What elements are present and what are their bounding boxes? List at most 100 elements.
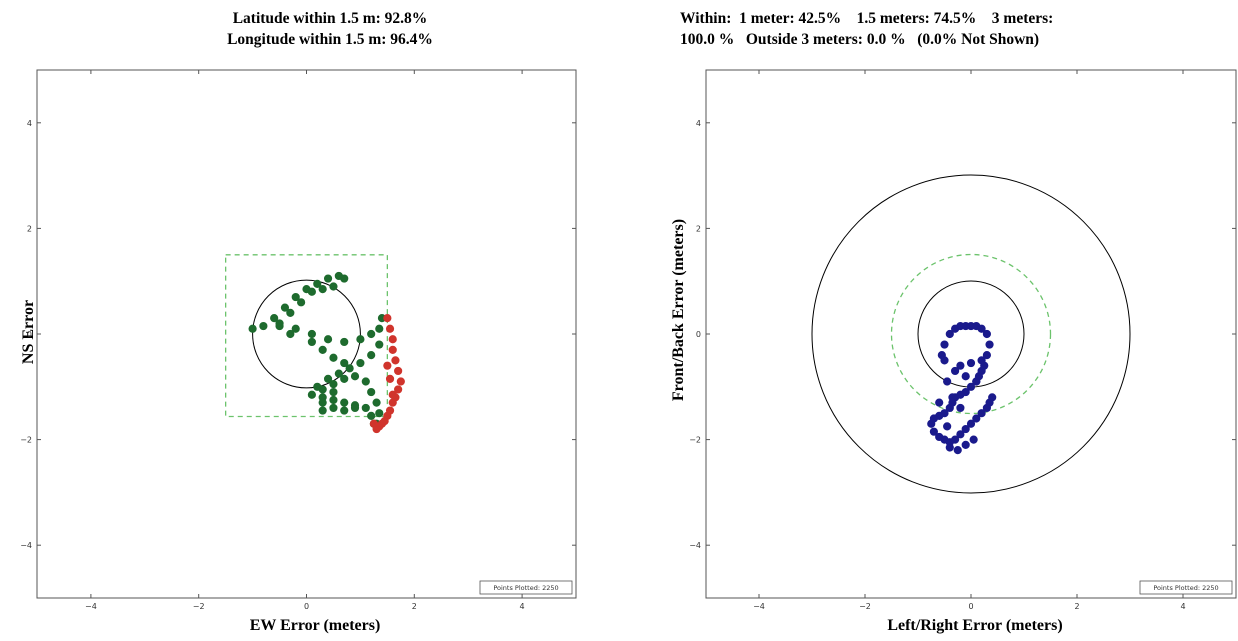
right-data-point xyxy=(935,398,944,407)
right-data-point xyxy=(956,403,965,413)
right-data-point xyxy=(977,409,986,418)
left-data-point xyxy=(323,374,333,383)
left-data-point xyxy=(385,324,395,333)
right-chart-title: Within: 1 meter: 42.5% 1.5 meters: 74.5%… xyxy=(680,8,1235,50)
left-data-point xyxy=(334,369,343,378)
left-x-tick-label: 2 xyxy=(412,602,417,611)
right-data-point xyxy=(948,393,957,402)
left-data-point xyxy=(259,321,268,331)
left-plot-frame xyxy=(36,69,577,599)
left-reference-circle xyxy=(252,279,361,389)
left-data-point xyxy=(248,324,257,333)
right-data-point xyxy=(951,435,960,444)
left-y-tick-label: 0 xyxy=(27,330,32,339)
left-x-tick-label: 0 xyxy=(304,602,309,611)
right-y-tick-label: −4 xyxy=(689,541,701,550)
left-data-point xyxy=(318,345,327,354)
left-chart-title: Latitude within 1.5 m: 92.8% Longitude w… xyxy=(140,8,520,50)
left-data-point xyxy=(340,398,349,407)
left-data-point xyxy=(394,366,403,376)
right-title-line-2: 100.0 % Outside 3 meters: 0.0 % (0.0% No… xyxy=(680,31,1040,48)
right-data-point xyxy=(966,419,976,428)
right-data-point xyxy=(943,422,952,431)
right-dashed-circle xyxy=(890,253,1052,415)
left-data-point xyxy=(286,329,295,339)
right-data-point xyxy=(977,356,986,365)
right-x-tick-label: 4 xyxy=(1180,602,1185,611)
left-title-line-2: Longitude within 1.5 m: 96.4% xyxy=(227,31,433,48)
left-data-point xyxy=(367,329,376,339)
left-data-point xyxy=(388,390,397,399)
left-x-tick-label: 4 xyxy=(520,602,525,611)
left-data-point xyxy=(307,287,316,296)
left-data-point xyxy=(340,406,349,415)
right-data-point xyxy=(961,440,970,449)
right-x-tick-label: −2 xyxy=(859,602,871,611)
right-y-tick-label: 0 xyxy=(696,330,701,339)
left-y-tick-label: −4 xyxy=(20,541,32,550)
right-data-point xyxy=(956,430,965,439)
left-data-point xyxy=(383,314,392,323)
left-data-point xyxy=(391,356,400,365)
right-title-line-1: Within: 1 meter: 42.5% 1.5 meters: 74.5%… xyxy=(680,10,1054,27)
right-data-point xyxy=(961,424,970,434)
left-data-point xyxy=(329,395,338,405)
left-data-point xyxy=(307,337,316,347)
left-data-point xyxy=(275,319,284,328)
right-data-point xyxy=(982,329,992,339)
left-data-point xyxy=(270,314,279,323)
left-data-point xyxy=(396,377,405,386)
left-data-point xyxy=(367,411,376,420)
left-data-point xyxy=(340,374,349,383)
left-data-point xyxy=(323,274,333,283)
left-data-point xyxy=(307,329,316,339)
right-data-point xyxy=(961,372,970,381)
right-data-point xyxy=(972,377,981,386)
right-data-point xyxy=(943,377,952,386)
left-data-point xyxy=(388,345,397,354)
left-data-point xyxy=(345,364,354,373)
left-data-point xyxy=(383,361,392,370)
right-data-point xyxy=(937,351,946,360)
left-data-point xyxy=(329,387,338,397)
right-legend-text: Points Plotted: 2250 xyxy=(1153,584,1218,592)
left-data-point xyxy=(356,335,365,344)
left-x-axis-label: EW Error (meters) xyxy=(249,617,381,634)
left-data-point xyxy=(385,374,395,383)
left-x-tick-label: −4 xyxy=(85,602,97,611)
left-data-point xyxy=(340,337,349,347)
right-reference-circle xyxy=(811,174,1131,494)
left-data-point xyxy=(369,419,378,428)
left-data-point xyxy=(286,308,295,317)
left-data-point xyxy=(297,298,306,307)
right-data-point xyxy=(985,340,994,349)
right-x-tick-label: 0 xyxy=(968,602,973,611)
right-y-tick-label: 2 xyxy=(696,224,701,233)
right-y-tick-label: −2 xyxy=(689,436,701,445)
left-legend-text: Points Plotted: 2250 xyxy=(493,584,558,592)
left-data-point xyxy=(375,324,384,333)
right-y-tick-label: 4 xyxy=(696,119,701,128)
left-data-point xyxy=(388,335,397,344)
left-data-point xyxy=(307,390,316,399)
left-y-tick-label: 4 xyxy=(27,119,32,128)
left-data-point xyxy=(318,385,327,394)
left-data-point xyxy=(329,282,338,291)
left-data-point xyxy=(367,387,376,397)
left-data-point xyxy=(388,398,397,407)
left-data-point xyxy=(350,403,360,413)
left-data-point xyxy=(329,380,338,389)
left-data-point xyxy=(372,398,381,407)
right-data-point xyxy=(940,340,949,349)
left-data-point xyxy=(340,274,349,283)
left-data-point xyxy=(375,409,384,418)
right-x-axis-label: Left/Right Error (meters) xyxy=(887,617,1063,634)
right-data-point xyxy=(966,358,976,368)
left-data-point xyxy=(313,279,322,288)
right-data-point xyxy=(951,366,960,376)
left-legend-box xyxy=(479,580,573,595)
left-title-line-1: Latitude within 1.5 m: 92.8% xyxy=(232,10,428,27)
left-data-point xyxy=(361,377,370,386)
left-data-point xyxy=(329,403,338,413)
right-data-point xyxy=(969,435,978,444)
